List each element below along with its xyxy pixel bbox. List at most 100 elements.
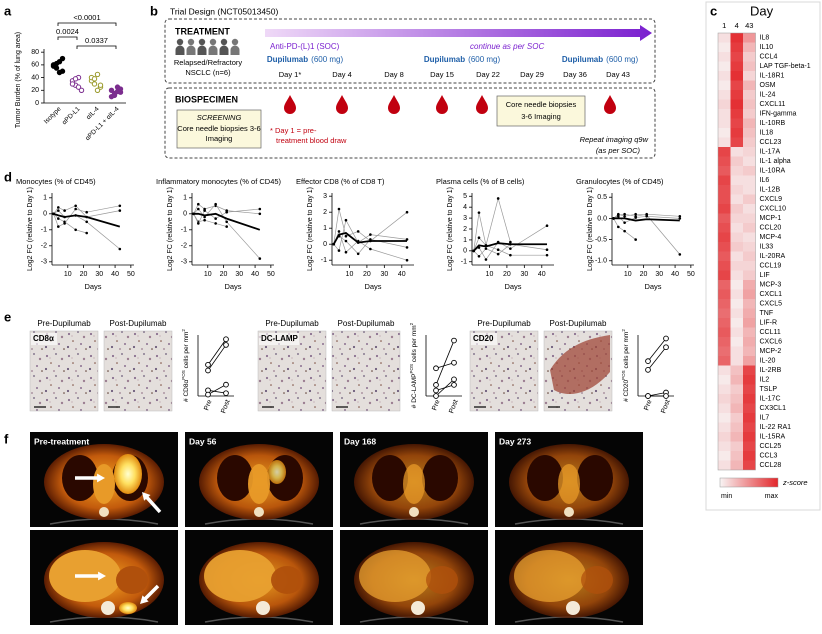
blood-drop xyxy=(388,95,400,114)
heatmap-cell xyxy=(718,242,731,252)
y-tick-label: 2 xyxy=(323,209,327,216)
point xyxy=(496,248,500,252)
day-label: Day 4 xyxy=(332,70,352,79)
dot xyxy=(117,89,124,95)
heatmap-cell xyxy=(718,128,731,138)
heatmap-cell xyxy=(730,42,743,52)
label-part: Dupilumab xyxy=(562,55,603,64)
point xyxy=(451,376,457,383)
heatmap-cell xyxy=(718,251,731,261)
point xyxy=(337,249,341,252)
liver xyxy=(204,550,276,602)
y-tick-label: 0 xyxy=(323,241,327,248)
x-axis-label: Days xyxy=(644,282,661,291)
organ xyxy=(271,566,303,594)
heatmap-cell xyxy=(718,175,731,185)
heatmap-cell xyxy=(718,213,731,223)
heatmap-cell xyxy=(730,251,743,261)
dot xyxy=(111,92,118,99)
y-axis-label: Log2 FC (relative to Day 1) xyxy=(307,187,314,271)
x-tick-label: Pre xyxy=(203,399,213,412)
heatmap-cell xyxy=(743,356,756,366)
pair-line xyxy=(207,339,227,366)
chart-title: Monocytes (% of CD45) xyxy=(16,177,96,186)
day-label: Day 22 xyxy=(476,70,500,79)
point xyxy=(405,238,409,241)
heatmap-cell xyxy=(730,80,743,90)
heatmap-cell xyxy=(718,147,731,157)
x-axis-label: Days xyxy=(84,282,101,291)
person-body xyxy=(197,45,207,55)
heatmap-cell xyxy=(743,156,756,166)
day-label: Day 1* xyxy=(279,70,302,79)
point xyxy=(57,206,60,209)
heatmap-cell xyxy=(718,261,731,271)
point xyxy=(545,224,549,228)
point xyxy=(344,250,348,254)
label-part: 2 xyxy=(409,322,414,325)
y-tick-label: 1 xyxy=(323,225,327,232)
heatmap-cell xyxy=(743,71,756,81)
x-tick-label: 30 xyxy=(380,271,388,278)
row-label: IL-12B xyxy=(760,187,781,194)
heatmap-cell xyxy=(743,308,756,318)
x-tick-label: 30 xyxy=(655,271,663,278)
spine xyxy=(564,507,574,517)
point xyxy=(484,247,488,250)
heatmap-cell xyxy=(718,42,731,52)
person-head xyxy=(231,38,239,46)
x-tick-label: 10 xyxy=(624,271,632,278)
point xyxy=(433,393,439,399)
heatmap-cell xyxy=(743,451,756,461)
point xyxy=(451,337,457,344)
heatmap-cell xyxy=(743,242,756,252)
heatmap-cell xyxy=(730,128,743,138)
heatmap-cell xyxy=(743,375,756,385)
heatmap-cell xyxy=(743,99,756,109)
point xyxy=(74,207,77,211)
heatmap-cell xyxy=(743,175,756,185)
row-label: CCL23 xyxy=(760,139,782,146)
heatmap-cell xyxy=(743,327,756,337)
y-tick-label: 1 xyxy=(43,195,47,202)
label: Relapsed/Refractory xyxy=(174,58,243,67)
series-line xyxy=(193,212,261,231)
heatmap-cell xyxy=(730,90,743,100)
arrow-head xyxy=(97,473,105,483)
point xyxy=(74,204,77,208)
row-label: TSLP xyxy=(760,386,778,393)
row-label: MCP-4 xyxy=(760,234,782,241)
pair-line xyxy=(435,362,455,369)
point xyxy=(118,247,122,251)
point xyxy=(57,225,60,228)
y-tick-label: 0 xyxy=(43,211,47,218)
stain-label-bg xyxy=(259,333,299,345)
heatmap-cell xyxy=(718,33,731,43)
y-tick-label: -3 xyxy=(181,259,187,266)
x-tick-label: 10 xyxy=(486,271,494,278)
person-body xyxy=(219,45,229,55)
heatmap-cell xyxy=(730,422,743,432)
point xyxy=(203,215,206,219)
heatmap-cell xyxy=(730,460,743,470)
person-head xyxy=(198,38,206,46)
image-label: Pre-Dupilumab xyxy=(265,319,319,328)
panel-label: c xyxy=(710,3,717,18)
heatmap-cell xyxy=(743,289,756,299)
biospecimen-box xyxy=(164,87,656,159)
heatmap-cell xyxy=(730,232,743,242)
label-part: (600 mg) xyxy=(468,55,500,64)
heatmap-cell xyxy=(743,128,756,138)
day-label: Day 8 xyxy=(384,70,404,79)
point xyxy=(205,361,211,368)
x-tick-label: 10 xyxy=(346,271,354,278)
y-tick-label: 0 xyxy=(183,211,187,218)
heatmap-cell xyxy=(730,441,743,451)
stain-label: DC-LAMP xyxy=(261,334,299,343)
point xyxy=(451,382,457,388)
row-label: OSM xyxy=(760,82,776,89)
row-label: IL18 xyxy=(760,130,774,137)
point xyxy=(369,238,372,241)
panel-label: e xyxy=(4,309,11,324)
